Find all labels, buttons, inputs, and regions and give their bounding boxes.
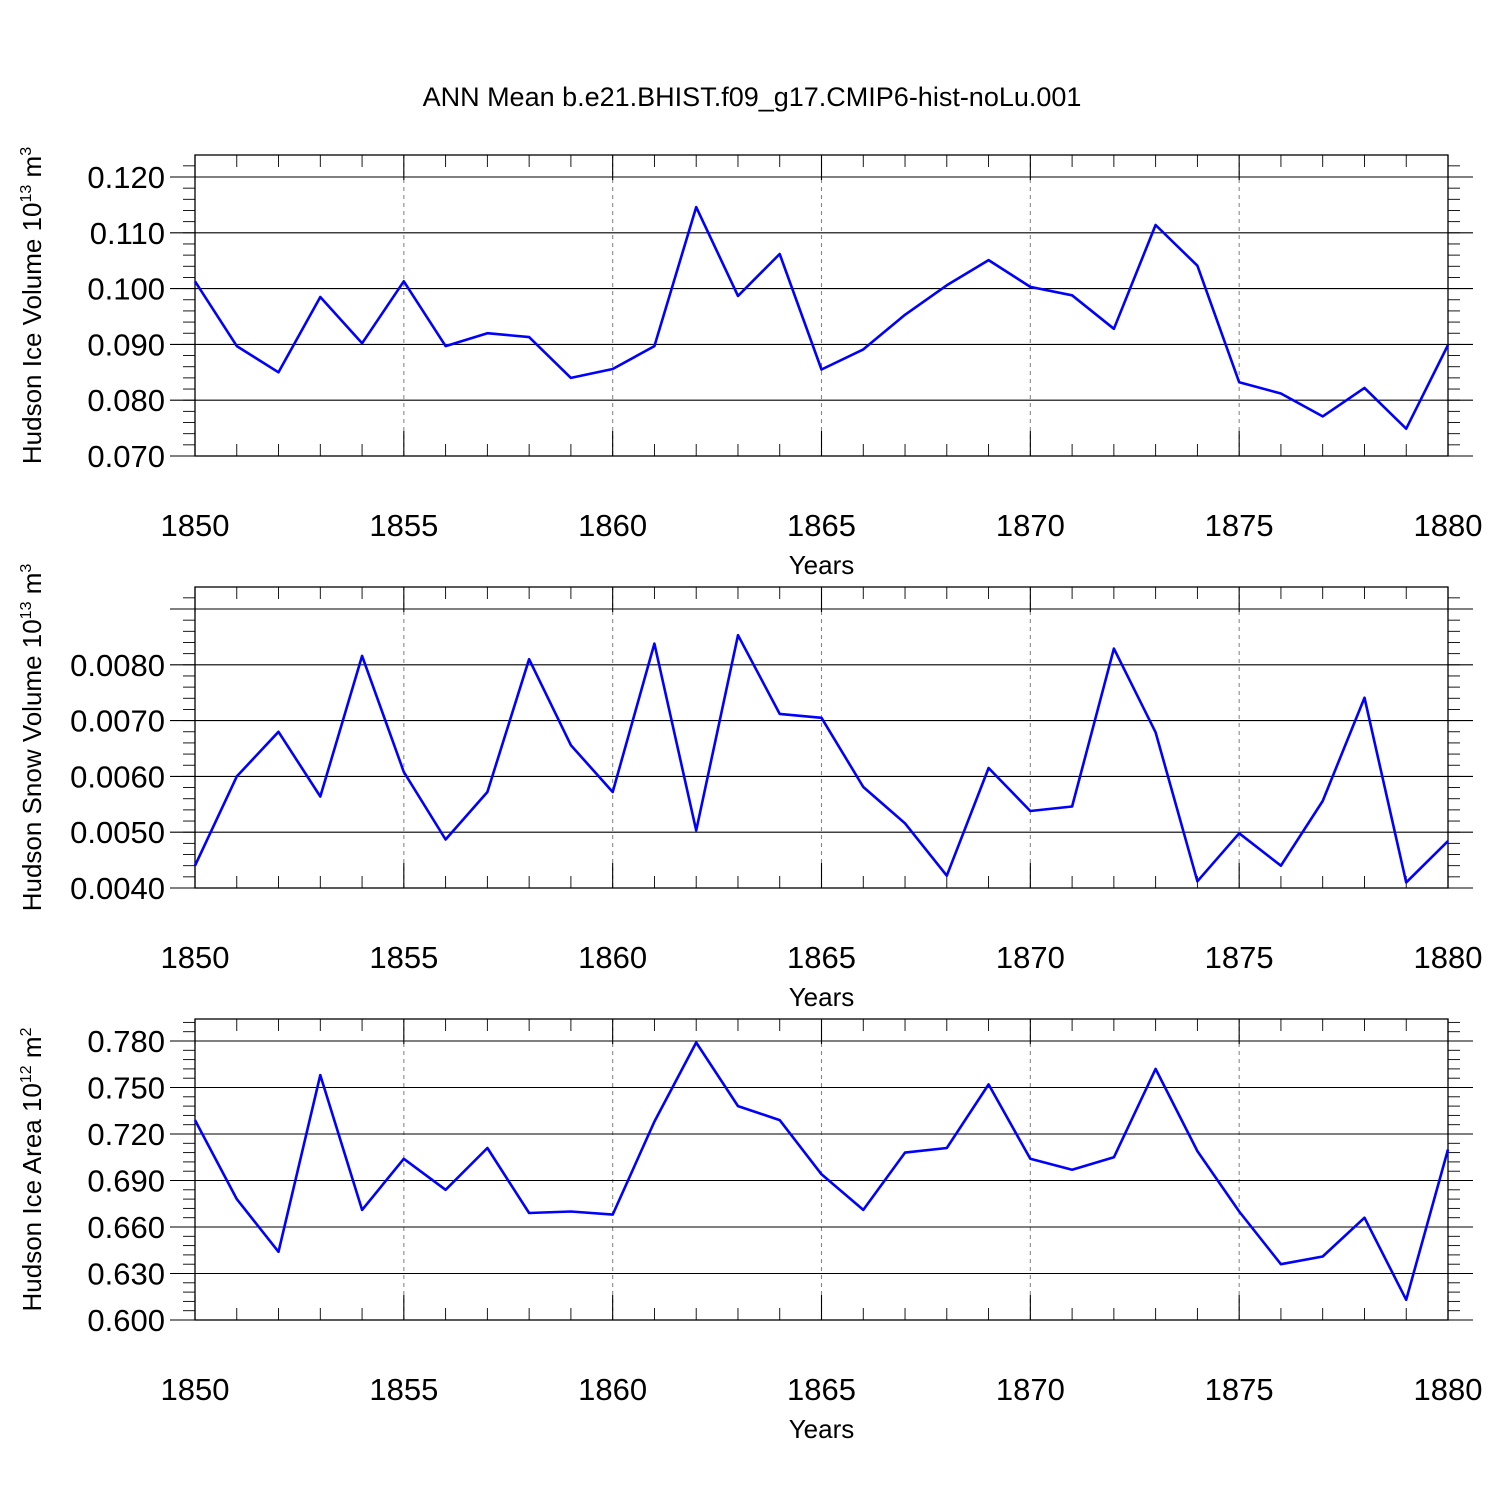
y-tick-label: 0.630	[87, 1257, 165, 1292]
x-tick-label: 1855	[369, 508, 438, 543]
y-tick-label: 0.780	[87, 1024, 165, 1059]
series-line-hudson-ice-volume	[193, 205, 1450, 431]
y-tick-label: 0.080	[87, 383, 165, 418]
plot-frame	[194, 586, 1449, 889]
y-tick-label: 0.0070	[70, 704, 165, 739]
x-tick-label: 1865	[787, 508, 856, 543]
y-tick-label: 0.0050	[70, 815, 165, 850]
plot-frame	[194, 154, 1449, 457]
x-tick-label: 1855	[369, 940, 438, 975]
series-line-hudson-ice-area	[193, 1041, 1450, 1302]
chart-panel-hudson-snow-volume: 0.0040 0.0050 0.0060 0.0070 0.0080 1850 1855 18…	[17, 564, 1482, 1012]
x-tick-label: 1870	[996, 940, 1065, 975]
x-tick-label: 1875	[1205, 508, 1274, 543]
x-tick-label: 1875	[1205, 940, 1274, 975]
y-axis-label: Hudson Snow Volume 1013 m3	[17, 564, 47, 912]
x-tick-label: 1860	[578, 1372, 647, 1407]
figure-title: ANN Mean b.e21.BHIST.f09_g17.CMIP6-hist-…	[423, 82, 1082, 112]
chart-panel-hudson-ice-volume: 0.070 0.080 0.090 0.100 0.110 0.120 1850 1855 18…	[17, 147, 1482, 580]
y-tick-label: 0.110	[90, 216, 165, 251]
x-tick-label: 1865	[787, 940, 856, 975]
x-tick-label: 1860	[578, 940, 647, 975]
y-tick-label: 0.750	[87, 1071, 165, 1106]
y-tick-label: 0.660	[87, 1210, 165, 1245]
y-tick-label: 0.120	[87, 160, 165, 195]
y-axis-label: Hudson Ice Area 1012 m2	[17, 1027, 47, 1311]
x-tick-label: 1870	[996, 1372, 1065, 1407]
x-tick-label: 1880	[1414, 940, 1483, 975]
y-tick-label: 0.690	[87, 1164, 165, 1199]
x-axis-label: Years	[789, 550, 855, 580]
x-tick-label: 1850	[161, 1372, 230, 1407]
x-tick-label: 1875	[1205, 1372, 1274, 1407]
chart-panel-hudson-ice-area: 0.600 0.630 0.660 0.690 0.720 0.750 0.780 1850 1…	[17, 1018, 1483, 1444]
x-tick-label: 1865	[787, 1372, 856, 1407]
x-tick-label: 1860	[578, 508, 647, 543]
x-tick-label: 1850	[161, 940, 230, 975]
x-axis-label: Years	[789, 982, 855, 1012]
x-tick-label: 1850	[161, 508, 230, 543]
x-tick-label: 1855	[369, 1372, 438, 1407]
x-axis-label: Years	[789, 1414, 855, 1444]
y-axis-label: Hudson Ice Volume 1013 m3	[17, 147, 47, 464]
y-tick-label: 0.720	[87, 1117, 165, 1152]
x-tick-label: 1870	[996, 508, 1065, 543]
y-tick-label: 0.600	[87, 1303, 165, 1338]
x-tick-label: 1880	[1414, 508, 1483, 543]
y-tick-label: 0.070	[87, 439, 165, 474]
y-tick-label: 0.100	[87, 272, 165, 307]
y-tick-label: 0.0060	[70, 759, 165, 794]
plot-frame	[194, 1018, 1449, 1321]
y-tick-label: 0.090	[87, 327, 165, 362]
y-tick-label: 0.0080	[70, 648, 165, 683]
series-line-hudson-snow-volume	[193, 633, 1449, 884]
y-tick-label: 0.0040	[70, 871, 165, 906]
x-tick-label: 1880	[1414, 1372, 1483, 1407]
